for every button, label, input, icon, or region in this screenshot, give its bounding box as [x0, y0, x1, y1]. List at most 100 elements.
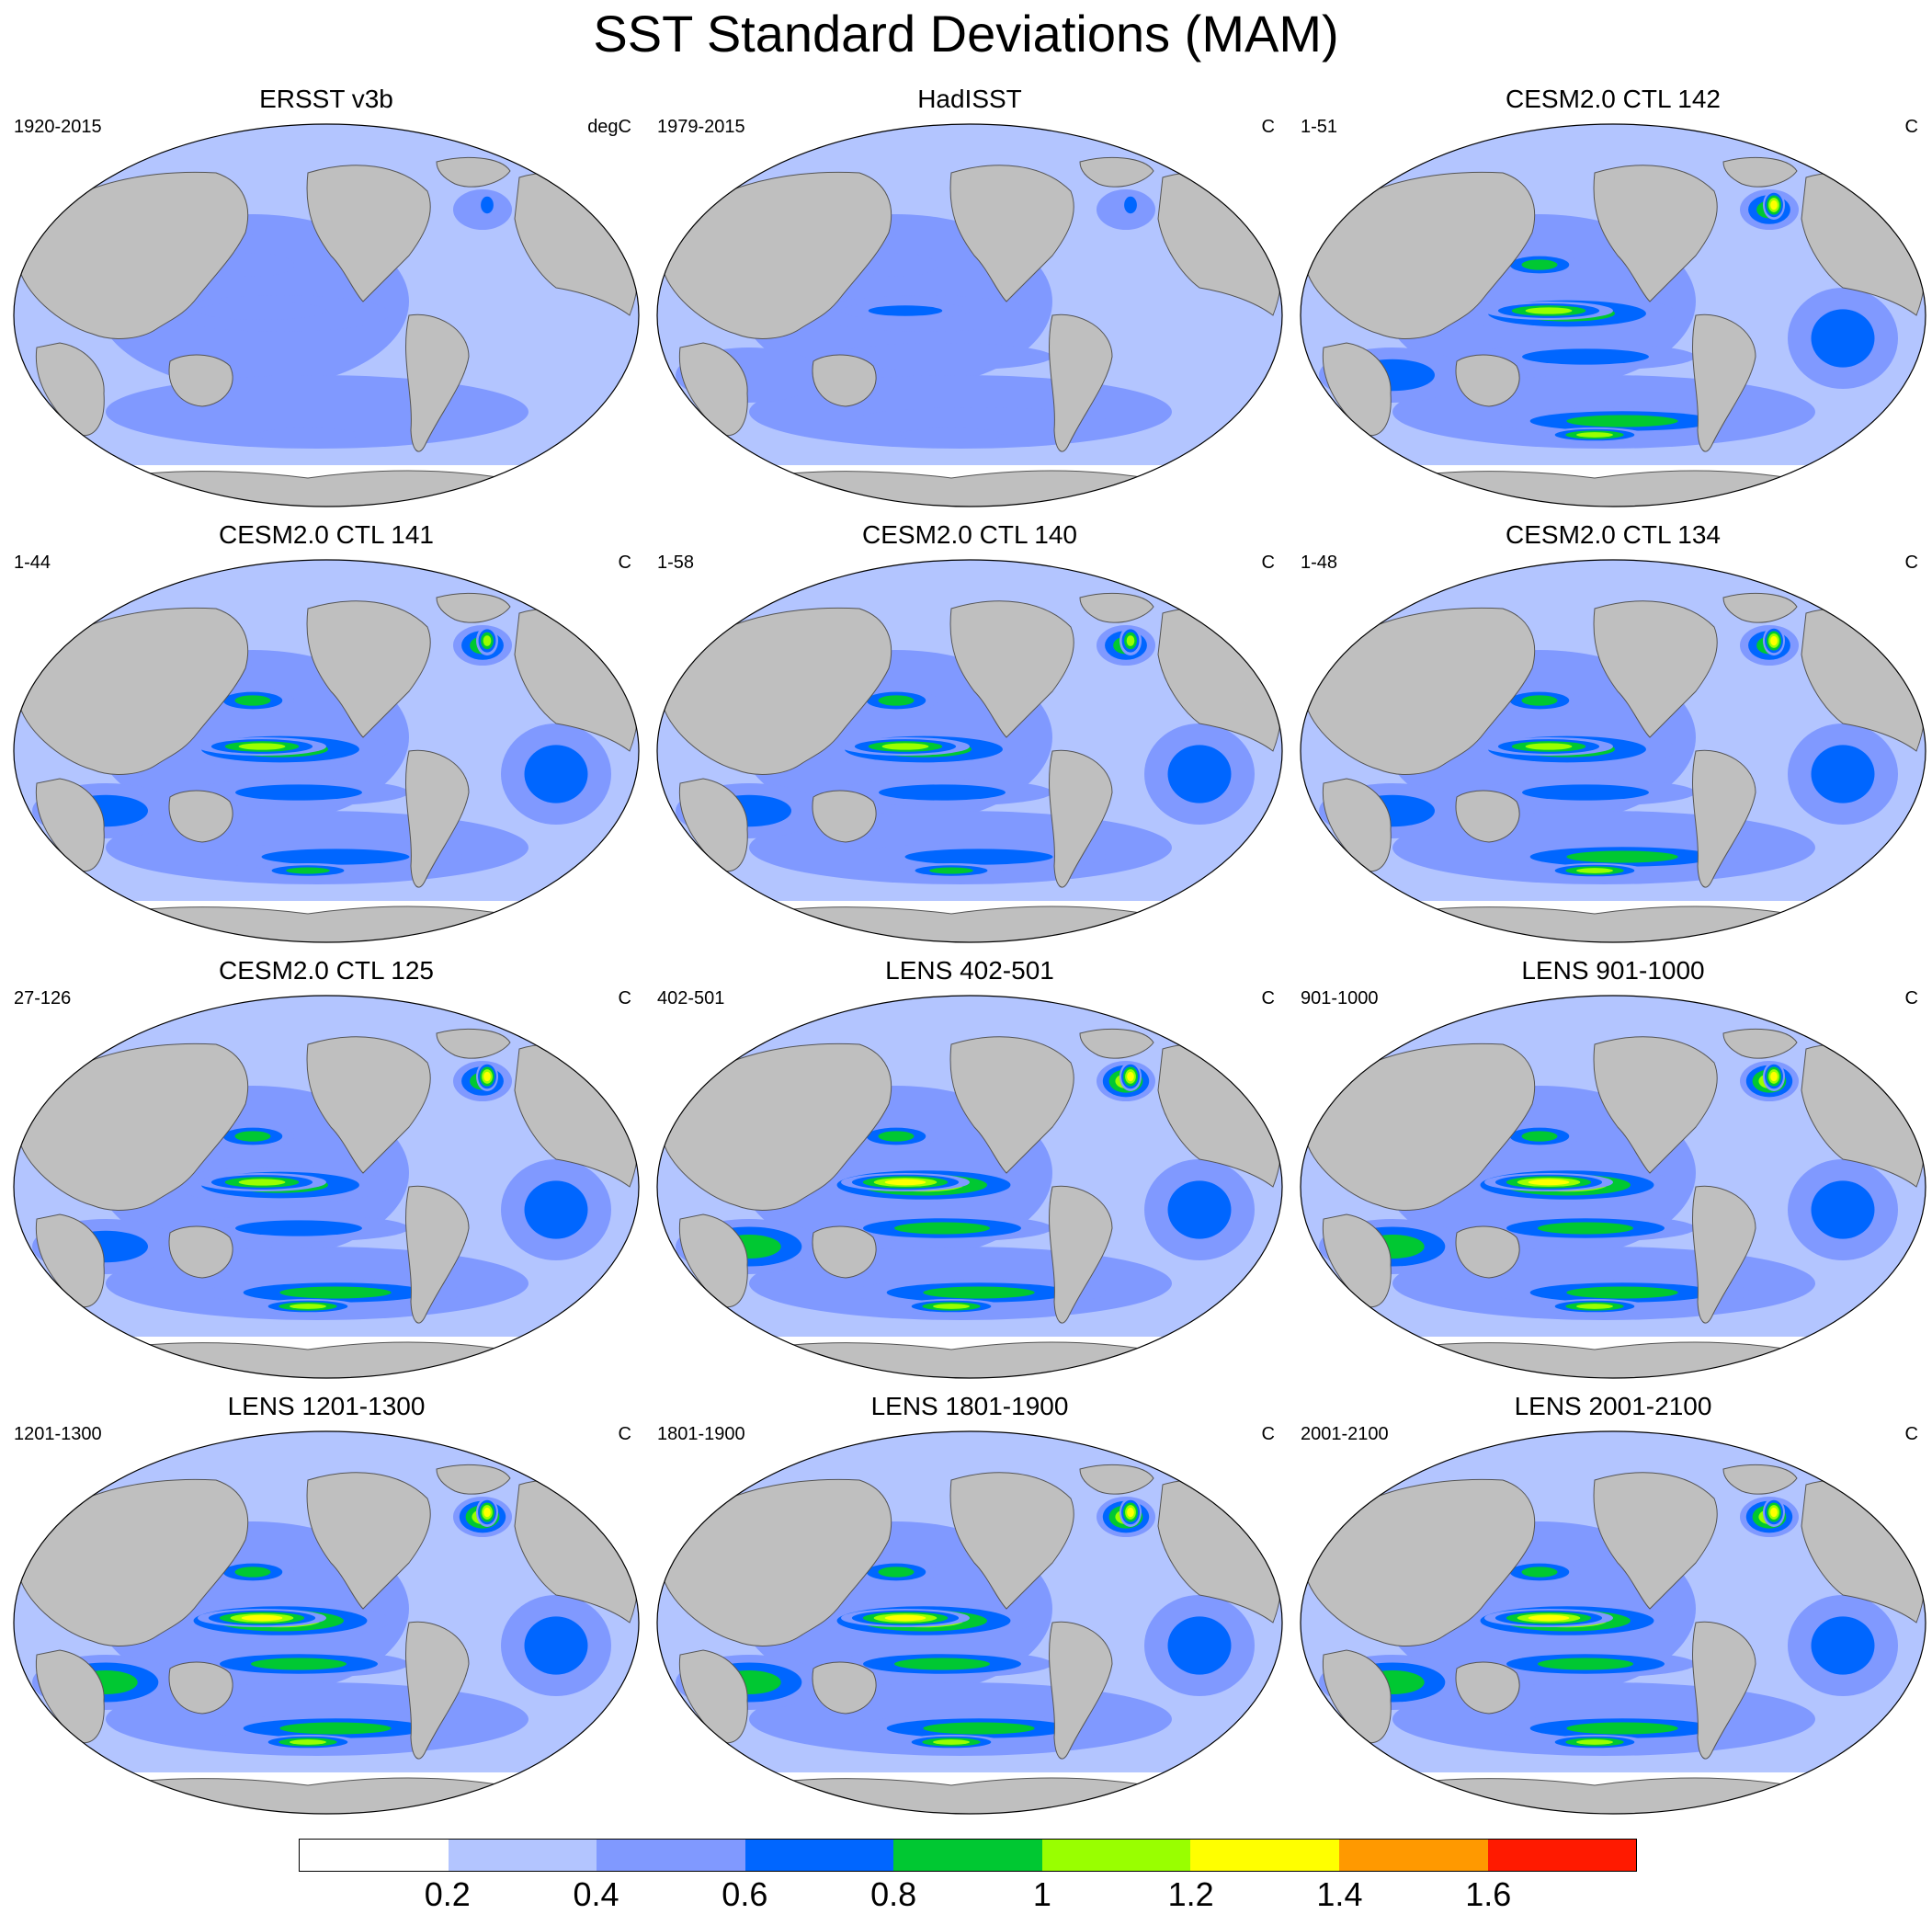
panel-title: CESM2.0 CTL 141 — [219, 520, 434, 549]
panel-units: C — [1904, 117, 1918, 137]
land-mass — [1079, 592, 1154, 623]
map-panel: LENS 1201-1300 1201-1300 C — [5, 1392, 648, 1824]
variance-contour — [1566, 850, 1678, 863]
land-mass — [436, 1028, 511, 1059]
variance-contour — [1770, 1071, 1778, 1082]
panel-units: degC — [587, 117, 631, 137]
panel-units: C — [1904, 553, 1918, 573]
panel-period: 2001-2100 — [1301, 1424, 1389, 1444]
variance-contour — [1521, 1567, 1558, 1578]
panel-title: LENS 402-501 — [885, 956, 1054, 985]
panel-period: 1979-2015 — [657, 117, 745, 137]
panel-units: C — [618, 553, 631, 573]
land-mass — [949, 600, 1074, 738]
map-outline — [1300, 1430, 1926, 1815]
variance-contour — [832, 343, 1052, 370]
variance-contour — [290, 1304, 326, 1309]
colorbar-box — [300, 1840, 449, 1871]
map-panel: ERSST v3b 1920-2015 degC — [5, 85, 648, 517]
variance-contour — [1576, 1304, 1613, 1309]
variance-contour — [1525, 743, 1573, 750]
land-mass — [1335, 906, 1891, 942]
variance-contour — [1811, 1180, 1875, 1239]
land-mass — [35, 1213, 105, 1308]
land-mass — [17, 1042, 249, 1211]
land-mass — [1455, 790, 1520, 843]
colorbar — [299, 1839, 1637, 1872]
colorbar-tick-label: 0.2 — [424, 1875, 471, 1913]
land-mass — [812, 354, 877, 407]
variance-contour — [1770, 199, 1778, 211]
variance-contour — [241, 1614, 283, 1622]
variance-contour — [198, 302, 326, 320]
land-mass — [168, 790, 233, 843]
variance-contour — [878, 695, 915, 706]
variance-contour — [211, 253, 294, 277]
map-panel: CESM2.0 CTL 125 27-126 C — [5, 956, 648, 1388]
variance-contour — [1811, 1616, 1875, 1675]
map-outline — [13, 559, 640, 943]
variance-contour — [1521, 695, 1558, 706]
land-mass — [436, 592, 511, 623]
land-mass — [35, 778, 105, 872]
panel-period: 402-501 — [657, 988, 725, 1008]
colorbar-tick-label: 1.4 — [1316, 1875, 1363, 1913]
variance-contour — [1522, 784, 1649, 801]
variance-contour — [235, 784, 362, 801]
map-outline — [1300, 123, 1926, 507]
land-mass — [692, 1777, 1247, 1814]
panel-period: 1-51 — [1301, 117, 1338, 137]
map-panel: LENS 402-501 402-501 C — [648, 956, 1291, 1388]
map-panel: CESM2.0 CTL 134 1-48 C — [1291, 520, 1932, 952]
panel-title: LENS 1801-1900 — [870, 1392, 1069, 1420]
variance-contour — [1528, 1179, 1570, 1186]
world-map — [1300, 995, 1926, 1379]
land-mass — [1722, 1464, 1798, 1495]
colorbar-tick-label: 0.8 — [870, 1875, 917, 1913]
land-mass — [1593, 600, 1718, 738]
land-mass — [812, 1225, 877, 1279]
map-outline — [1300, 995, 1926, 1379]
panel-title: LENS 2001-2100 — [1514, 1392, 1712, 1420]
land-mass — [1304, 607, 1536, 775]
map-panel: LENS 1801-1900 1801-1900 C — [648, 1392, 1291, 1824]
variance-contour — [881, 743, 929, 750]
map-outline — [13, 123, 640, 507]
land-mass — [661, 171, 892, 339]
variance-contour — [279, 1286, 392, 1299]
land-mass — [17, 1478, 249, 1646]
variance-contour — [234, 1131, 271, 1142]
map-panel: CESM2.0 CTL 142 1-51 C — [1291, 85, 1932, 517]
variance-contour — [901, 427, 1002, 442]
panel-period: 901-1000 — [1301, 988, 1379, 1008]
variance-contour — [884, 1614, 926, 1622]
panel-units: C — [1261, 117, 1275, 137]
map-outline — [13, 995, 640, 1379]
variance-contour — [1525, 307, 1573, 314]
colorbar-box — [744, 1840, 894, 1871]
colorbar-box — [893, 1840, 1042, 1871]
land-mass — [405, 313, 470, 452]
land-mass — [949, 1036, 1074, 1174]
variance-contour — [286, 867, 330, 874]
variance-contour — [1528, 1614, 1570, 1622]
variance-contour — [878, 1131, 915, 1142]
variance-contour — [1522, 348, 1649, 365]
variance-contour — [1576, 432, 1613, 438]
panel-period: 27-126 — [14, 988, 72, 1008]
land-mass — [306, 1036, 431, 1174]
world-map — [13, 995, 640, 1379]
land-mass — [1335, 470, 1891, 507]
land-mass — [49, 470, 604, 507]
colorbar-tick-label: 0.6 — [722, 1875, 768, 1913]
variance-contour — [894, 1222, 990, 1235]
panel-title: CESM2.0 CTL 140 — [862, 520, 1077, 549]
land-mass — [661, 1478, 892, 1646]
map-panel: CESM2.0 CTL 140 1-58 C — [648, 520, 1291, 952]
land-mass — [405, 1185, 470, 1324]
land-mass — [1455, 1225, 1520, 1279]
variance-contour — [483, 1071, 491, 1082]
panel-title: ERSST v3b — [259, 85, 393, 113]
land-mass — [1049, 313, 1113, 452]
world-map — [1300, 123, 1926, 507]
